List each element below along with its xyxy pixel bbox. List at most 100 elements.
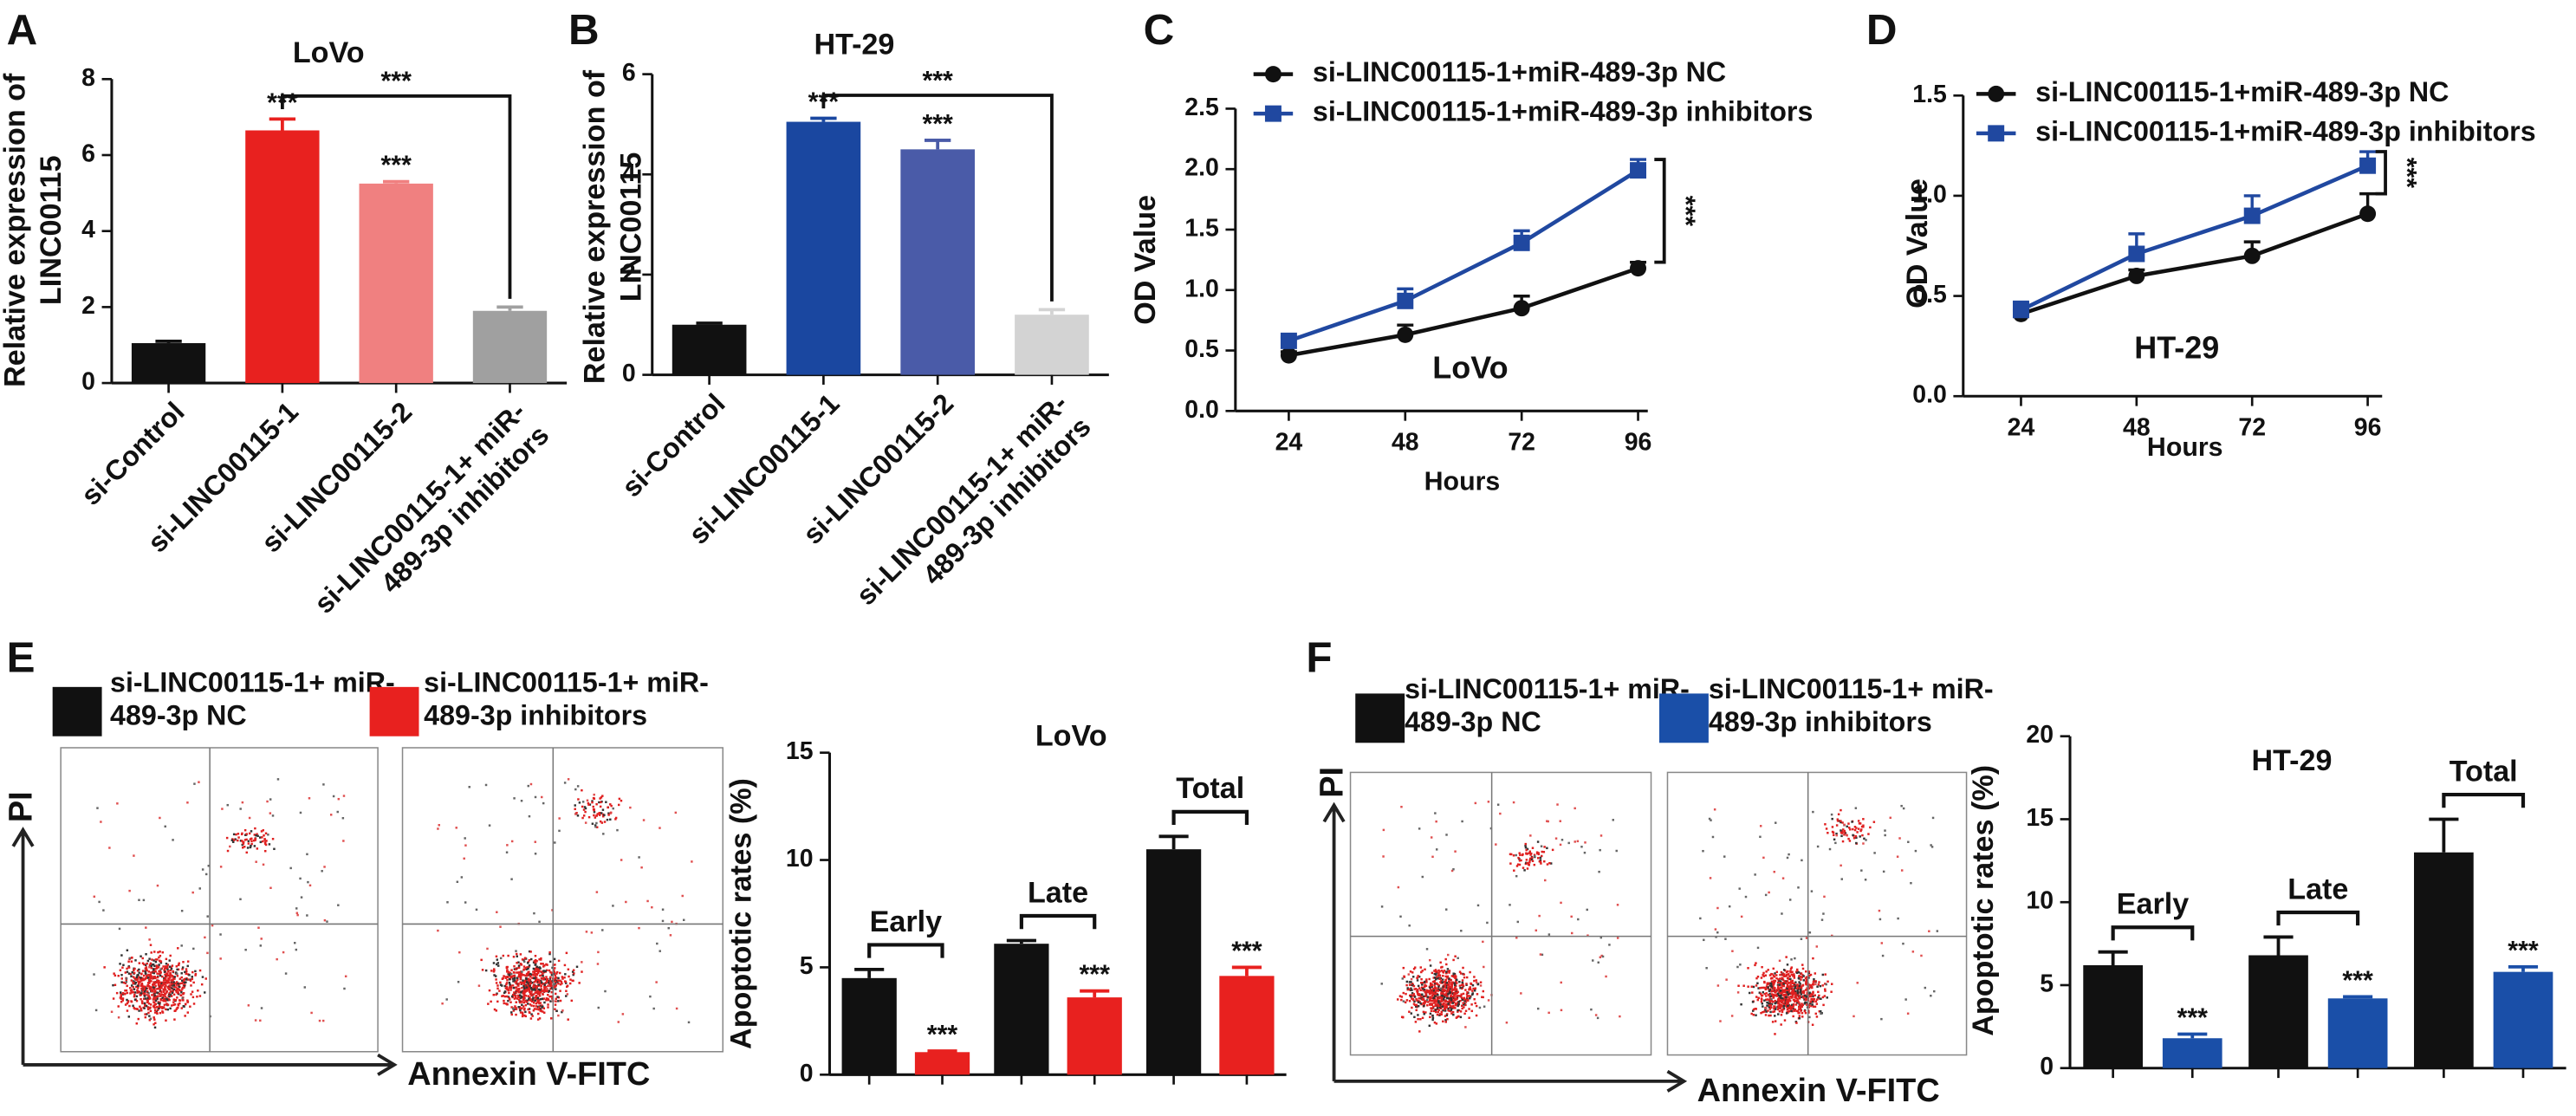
flow-event bbox=[1402, 966, 1405, 970]
flow-event bbox=[1524, 844, 1527, 847]
flow-event bbox=[538, 970, 541, 972]
flow-event bbox=[273, 847, 276, 851]
flow-event bbox=[1473, 997, 1476, 1001]
flow-event bbox=[1800, 972, 1803, 975]
flow-event bbox=[487, 1002, 490, 1005]
flow-event bbox=[172, 839, 174, 841]
flow-event bbox=[490, 1000, 492, 1003]
flow-event bbox=[1759, 987, 1762, 989]
flow-event bbox=[1820, 918, 1824, 921]
flow-event bbox=[534, 795, 537, 799]
flow-event bbox=[1742, 984, 1745, 987]
flow-event bbox=[1463, 998, 1466, 1001]
flow-event bbox=[1615, 849, 1618, 853]
flow-event bbox=[159, 970, 162, 973]
flow-event bbox=[535, 1005, 538, 1008]
flow-event bbox=[550, 995, 553, 998]
flow-event bbox=[153, 1001, 156, 1004]
flow-event bbox=[538, 1017, 542, 1020]
flow-event bbox=[1770, 976, 1773, 980]
flow-event bbox=[537, 1001, 540, 1004]
flow-event bbox=[545, 963, 548, 966]
flow-event bbox=[157, 991, 159, 995]
flow-event bbox=[549, 976, 552, 979]
flow-event bbox=[127, 966, 131, 969]
y-tick-label: 8 bbox=[81, 64, 95, 92]
flow-event bbox=[143, 963, 146, 966]
flow-event bbox=[1774, 990, 1776, 994]
flow-event bbox=[590, 931, 594, 934]
flow-event bbox=[171, 964, 174, 967]
flow-event bbox=[1813, 978, 1815, 981]
flow-event bbox=[1454, 997, 1457, 1000]
flow-event bbox=[181, 966, 185, 969]
flow-event bbox=[519, 1000, 522, 1002]
flow-event bbox=[586, 799, 589, 801]
flow-event bbox=[524, 987, 528, 990]
flow-event bbox=[193, 782, 196, 785]
flow-event bbox=[593, 793, 595, 796]
flow-event bbox=[520, 983, 522, 985]
bar bbox=[131, 343, 206, 384]
flow-event bbox=[1437, 1004, 1440, 1008]
flow-event bbox=[1482, 996, 1484, 999]
flow-event bbox=[1777, 984, 1780, 988]
flow-event bbox=[1781, 912, 1783, 915]
flow-event bbox=[138, 971, 140, 974]
flow-event bbox=[240, 833, 243, 836]
flow-event bbox=[1763, 980, 1766, 983]
flow-event bbox=[170, 1004, 173, 1007]
flow-event bbox=[513, 976, 516, 980]
flow-event bbox=[1444, 975, 1448, 978]
flow-event bbox=[528, 964, 531, 967]
flow-event bbox=[510, 1013, 513, 1016]
flow-event bbox=[186, 801, 189, 804]
flow-event bbox=[254, 839, 256, 841]
flow-event bbox=[535, 994, 538, 997]
flow-event bbox=[1774, 1015, 1776, 1017]
flow-event bbox=[517, 996, 521, 998]
flow-event bbox=[522, 969, 525, 971]
flow-event bbox=[1444, 1021, 1447, 1023]
flow-event bbox=[560, 980, 563, 983]
flow-event bbox=[1438, 1014, 1441, 1016]
flow-event bbox=[1479, 984, 1483, 987]
flow-event bbox=[1859, 822, 1861, 825]
flow-event bbox=[587, 803, 590, 806]
flow-event bbox=[1446, 976, 1449, 979]
flow-event bbox=[542, 1005, 544, 1008]
group-bracket bbox=[2111, 925, 2195, 941]
flow-event bbox=[1570, 915, 1573, 918]
flow-event bbox=[1601, 955, 1605, 958]
flow-event bbox=[532, 996, 535, 999]
flow-event bbox=[1791, 985, 1794, 988]
flow-event bbox=[1472, 987, 1475, 990]
flow-event bbox=[164, 965, 167, 968]
flow-event bbox=[496, 962, 500, 964]
flow-event bbox=[149, 1009, 152, 1013]
flow-event bbox=[1782, 994, 1786, 996]
flow-event bbox=[1461, 820, 1463, 823]
flow-event bbox=[232, 840, 235, 843]
flow-event bbox=[145, 972, 147, 976]
flow-event bbox=[1840, 829, 1842, 832]
flow-event bbox=[336, 810, 339, 814]
flow-event bbox=[1535, 852, 1539, 855]
flow-event bbox=[541, 795, 543, 799]
flow-event bbox=[1455, 988, 1458, 991]
flow-event bbox=[499, 981, 502, 984]
flow-event bbox=[1787, 970, 1789, 973]
flow-event bbox=[153, 982, 156, 985]
flow-event bbox=[1382, 828, 1385, 832]
flow-event bbox=[141, 988, 145, 990]
flow-event bbox=[1408, 1000, 1411, 1002]
flow-event bbox=[1429, 1002, 1432, 1005]
flow-event bbox=[1528, 852, 1531, 854]
flow-event bbox=[1785, 997, 1788, 1000]
flow-event bbox=[565, 951, 568, 955]
flow-event bbox=[1527, 863, 1530, 866]
flow-event bbox=[185, 970, 188, 973]
flow-event bbox=[1437, 993, 1439, 996]
flow-event bbox=[307, 880, 309, 884]
flow-event bbox=[496, 984, 499, 987]
